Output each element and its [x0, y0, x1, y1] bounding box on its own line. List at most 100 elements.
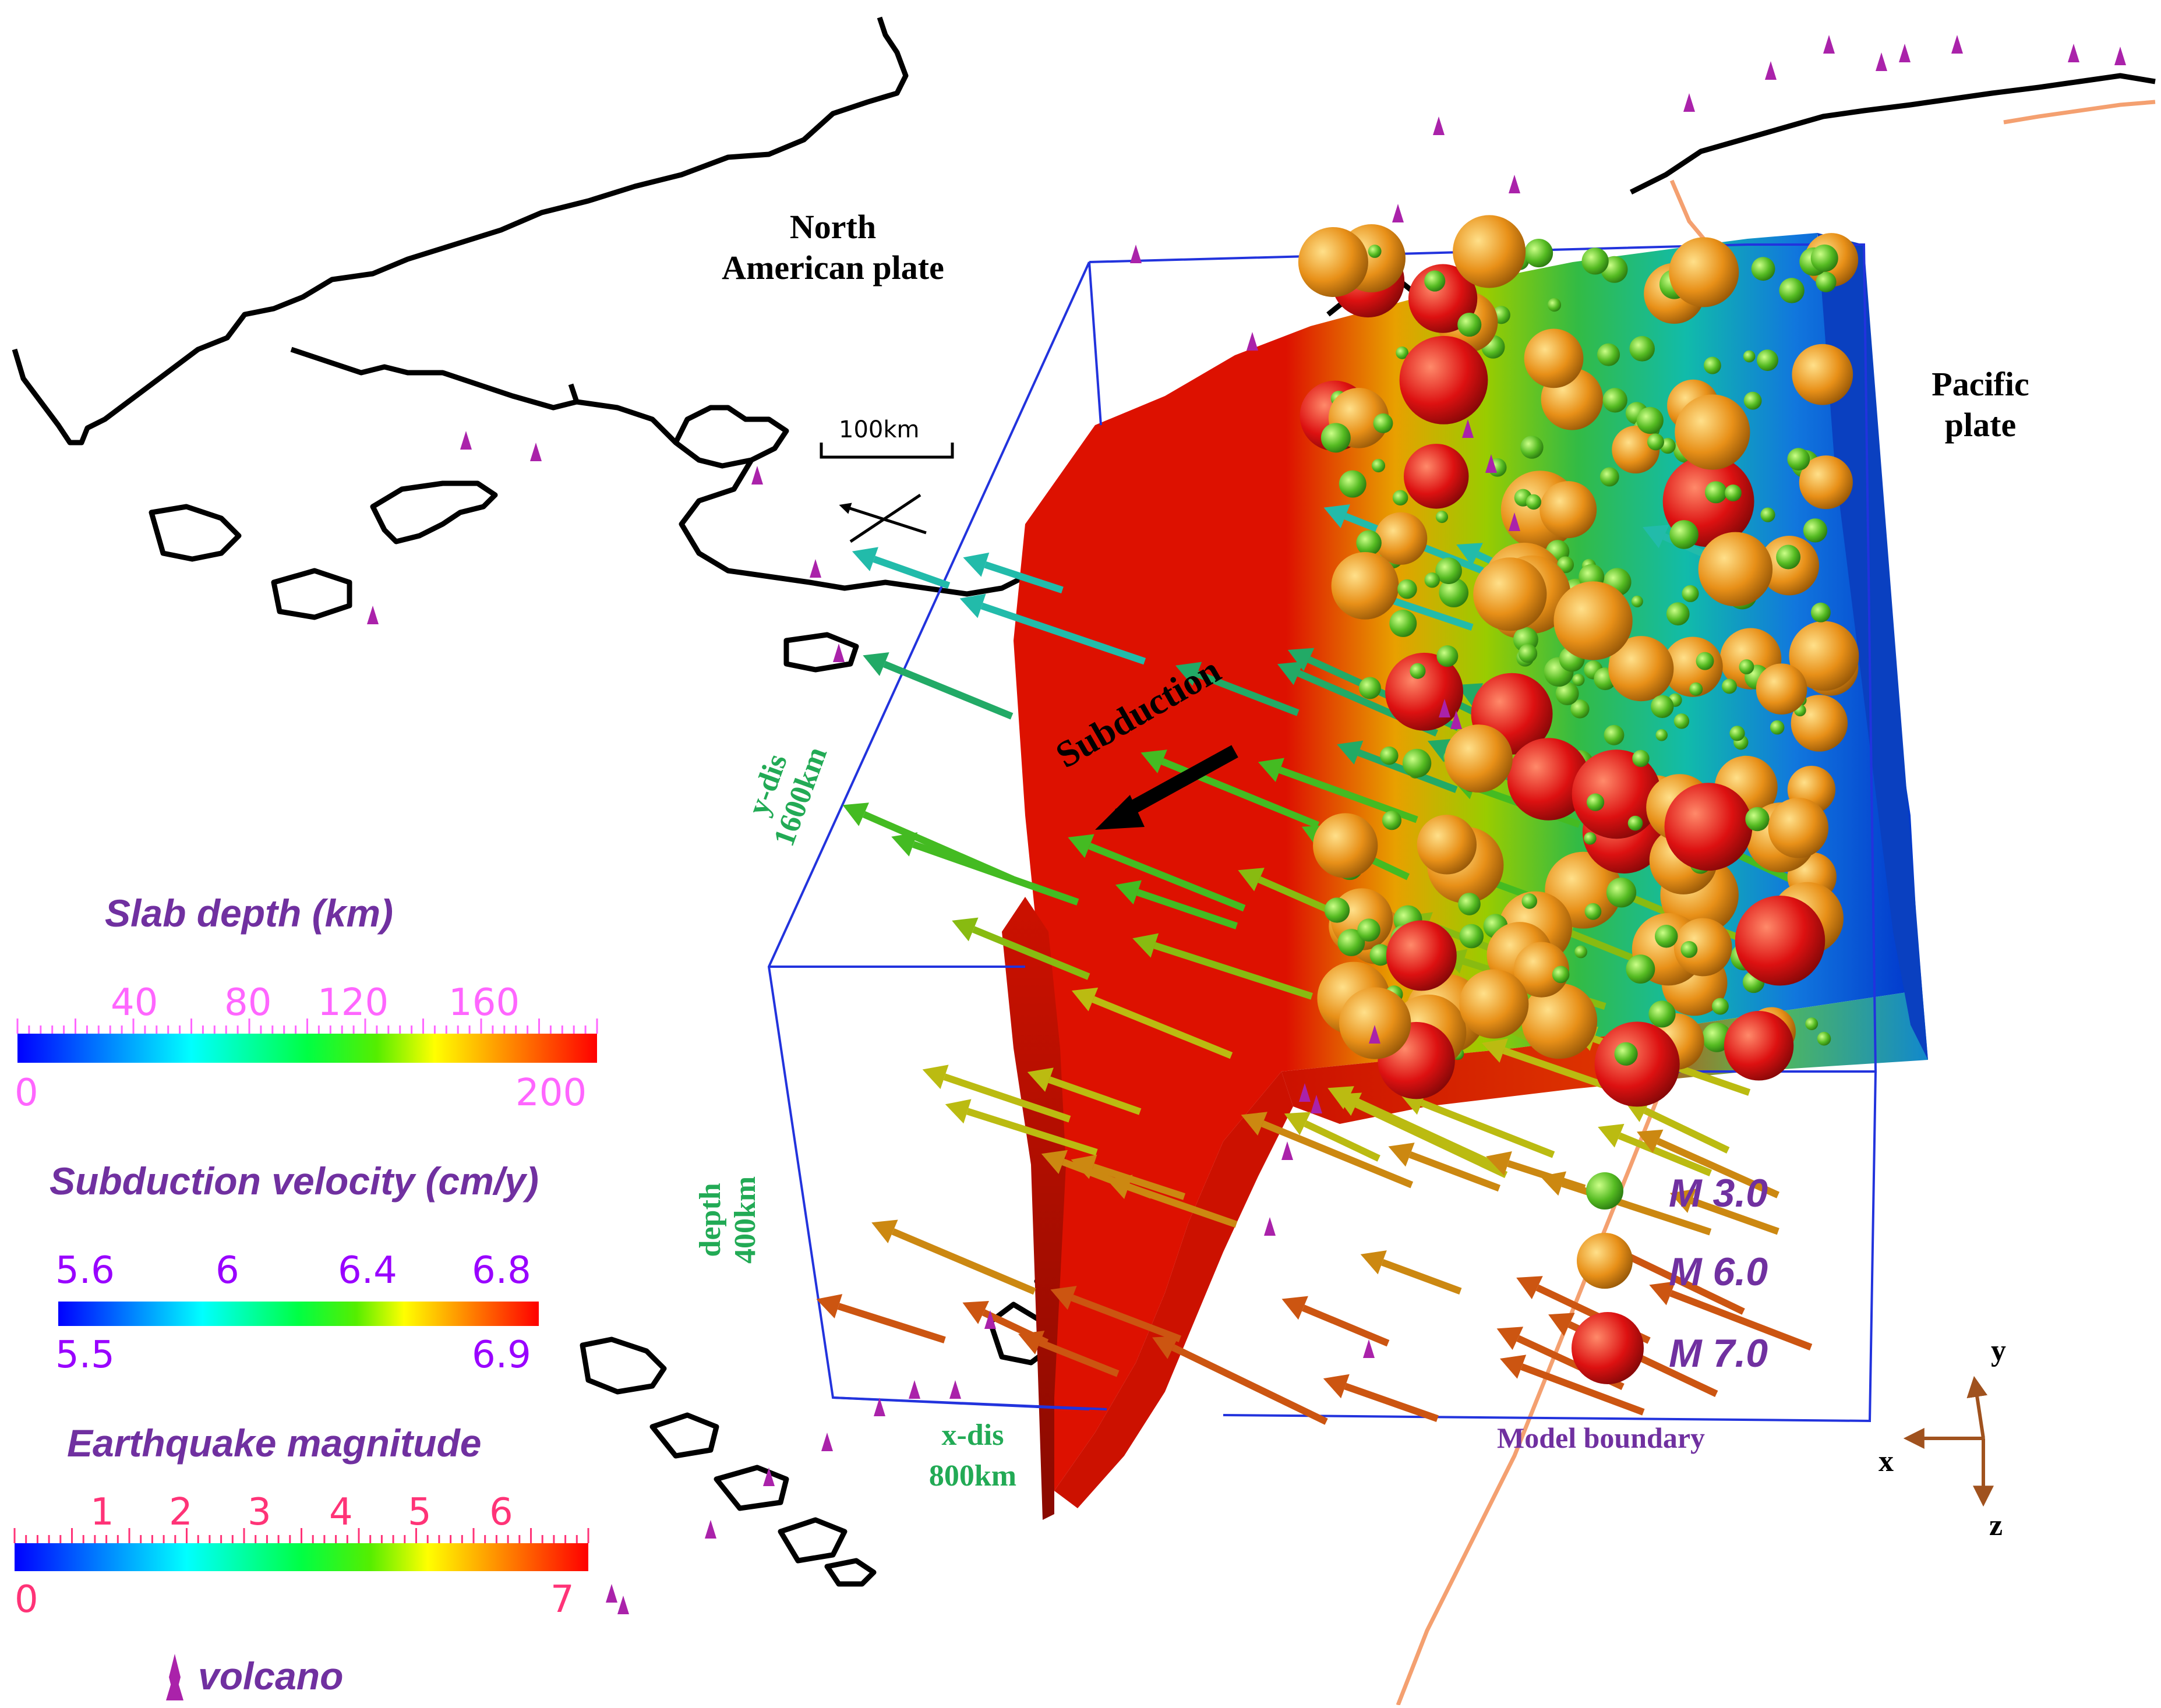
scale-bar-label: 100km [839, 416, 920, 443]
pacific-line1: Pacific [1932, 365, 2029, 403]
earthquake-large [1724, 1011, 1794, 1081]
velocity-tick-6-8: 6.8 [472, 1249, 531, 1292]
slab-depth-tick-160: 160 [449, 981, 520, 1024]
earthquake-medium [1662, 636, 1723, 697]
slab-depth-ticks [16, 1019, 598, 1034]
axis-x-label: x [1878, 1445, 1894, 1478]
earthquake-medium [1799, 455, 1853, 510]
alaska-coastline [12, 16, 909, 445]
earthquake-medium [1669, 237, 1739, 307]
volcano-icon [1369, 1025, 1380, 1044]
velocity-arrow-head [842, 802, 869, 826]
earthquake-small [1574, 945, 1587, 959]
volcano-icon [1509, 175, 1520, 193]
velocity-arrow-shaft [1302, 1304, 1390, 1347]
depth-line1: depth [694, 1183, 727, 1257]
earthquake-medium [1453, 215, 1526, 288]
earthquake-large [1594, 1021, 1680, 1107]
velocity-arrow-shaft [1520, 1363, 1645, 1416]
velocity-arrow-head [1027, 1067, 1054, 1092]
velocity-arrow-head [1277, 661, 1304, 685]
earthquake-small [1680, 941, 1698, 958]
earthquake-small [1436, 645, 1459, 667]
scale-bar [820, 443, 954, 459]
velocity-arrow-shaft [1048, 1076, 1142, 1115]
velocity-arrow-shaft [1261, 1120, 1414, 1189]
velocity-arrow-head [1642, 525, 1669, 549]
earthquake-spheres [1298, 215, 1859, 1107]
velocity-arrow-shaft [1344, 1382, 1439, 1422]
velocity-arrow-shaft [1669, 1290, 1813, 1351]
earthquake-small [1439, 578, 1469, 607]
earthquake-small [1337, 929, 1365, 956]
velocity-arrow-head [1068, 834, 1094, 858]
earthquake-small [1358, 677, 1381, 699]
slab-side-face [1002, 897, 1066, 1520]
velocity-tick-5-5: 5.5 [55, 1334, 115, 1377]
velocity-arrow-shaft [1071, 1295, 1182, 1342]
earthquake-small [1729, 726, 1745, 741]
velocity-arrow-head [1669, 1189, 1696, 1213]
earthquake-medium [1789, 621, 1859, 691]
earthquake-medium [1375, 512, 1428, 565]
earthquake-small [1524, 238, 1553, 268]
velocity-arrow-head [1106, 1175, 1133, 1199]
earthquake-medium [1417, 815, 1477, 875]
velocity-arrow-shaft [1507, 1160, 1586, 1192]
velocity-arrow-shaft [883, 660, 1014, 720]
velocity-tick-6-4: 6.4 [338, 1249, 397, 1292]
volcano-icon [821, 1433, 833, 1451]
pacific-line2: plate [1944, 405, 2017, 444]
earthquake-small [1599, 467, 1619, 487]
earthquake-medium [1612, 425, 1660, 474]
earthquake-small [1586, 793, 1605, 811]
earthquake-small [1743, 391, 1762, 410]
earthquake-small [1627, 815, 1643, 831]
slab-depth-colorbar [17, 1034, 597, 1063]
volcano-icon [1462, 419, 1474, 438]
earthquake-medium [1539, 481, 1597, 539]
volcano-icon [2114, 47, 2126, 65]
earthquake-small [1555, 682, 1579, 706]
magnitude-tick-7: 7 [550, 1578, 574, 1621]
volcano-icon [1392, 204, 1404, 222]
earthquake-small [1696, 652, 1714, 670]
subduction-arrow [1095, 745, 1238, 830]
volcano-icon [1130, 245, 1142, 263]
earthquake-small [1810, 244, 1838, 272]
earthquake-small [1636, 406, 1664, 434]
volcano-icon [949, 1380, 961, 1399]
earthquake-small [1368, 245, 1382, 258]
earthquake-small [1424, 270, 1446, 292]
earthquake-small [1373, 413, 1393, 433]
velocity-arrow-head [1241, 1112, 1267, 1136]
earthquake-small [1606, 877, 1637, 908]
velocity-arrow-head [963, 552, 990, 577]
velocity-arrow-shaft [972, 926, 1090, 980]
velocity-arrow-shaft [1615, 1247, 1745, 1315]
velocity-arrow-head [871, 1219, 898, 1244]
velocity-arrow-shaft [1153, 942, 1313, 1000]
earthquake-small [1457, 312, 1482, 337]
earthquake-small [1581, 247, 1609, 275]
velocity-arrow-head [852, 547, 878, 571]
earthquake-small [1666, 602, 1690, 625]
earthquake-small [1655, 729, 1668, 741]
velocity-arrow-shaft [1643, 1107, 1730, 1154]
earthquake-large [1735, 895, 1825, 986]
earthquake-small [1402, 748, 1432, 778]
velocity-arrow-head [1360, 1250, 1387, 1275]
volcano-icon [833, 643, 845, 662]
velocity-arrow-head [1486, 1151, 1512, 1176]
velocity-arrow-head [1516, 1276, 1543, 1299]
velocity-arrow-shaft [1304, 1120, 1380, 1162]
island-1 [149, 504, 242, 562]
earthquake-small [1397, 579, 1417, 599]
volcano-icon [1439, 699, 1450, 717]
earthquake-small [1584, 903, 1602, 920]
volcano-legend-label: volcano [198, 1654, 344, 1698]
earthquake-small [1654, 924, 1678, 948]
velocity-arrow-head [1050, 1286, 1077, 1310]
slab-depth-tick-40: 40 [111, 981, 158, 1024]
earthquake-small [1614, 1042, 1638, 1066]
